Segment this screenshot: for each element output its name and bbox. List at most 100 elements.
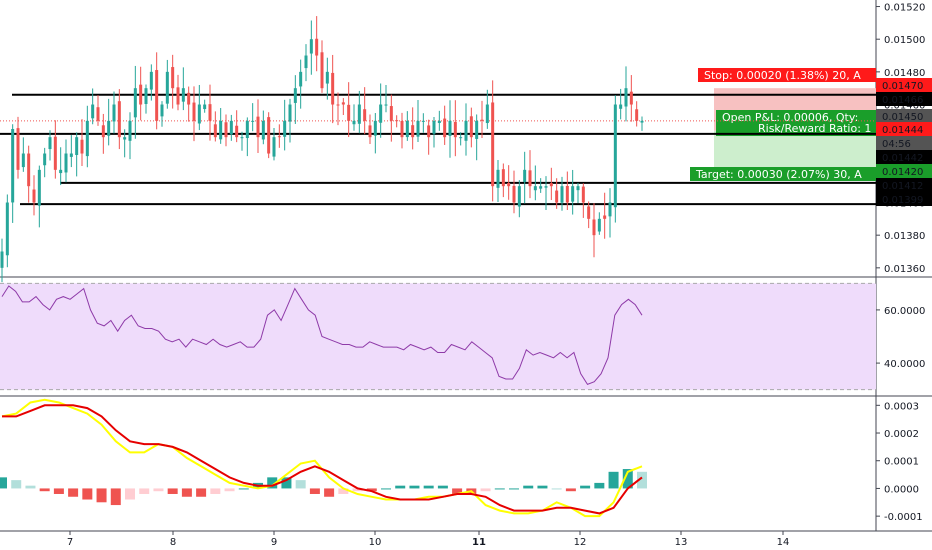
candle-body [256, 116, 260, 138]
candle-body [437, 120, 441, 124]
macd-histogram-bar [537, 485, 548, 489]
entry-price-badge: 0.01444 [882, 125, 923, 136]
candle-body [267, 117, 271, 154]
macd-histogram-bar [281, 477, 292, 489]
candle-body [219, 120, 223, 140]
macd-histogram-bar [39, 488, 50, 492]
candle-body [352, 120, 356, 125]
macd-histogram-bar [409, 485, 420, 489]
candle-body [336, 104, 340, 106]
macd-pane [0, 398, 647, 518]
candle-body [587, 206, 591, 219]
candle-body [379, 104, 383, 123]
candle-body [261, 120, 265, 140]
stop-label-box [698, 68, 876, 82]
level-badge: 0.01399 [882, 195, 923, 206]
candle-body [533, 186, 537, 191]
candlestick-series [0, 16, 644, 283]
candle-body [624, 88, 628, 107]
macd-histogram-bar [437, 485, 448, 489]
countdown-badge-box [876, 136, 932, 150]
candle-body [405, 120, 409, 138]
pl-label-box [716, 110, 876, 136]
candle-body [443, 118, 447, 138]
price-tick-label: 0.01500 [884, 35, 925, 46]
stop-label: Stop: 0.00020 (1.38%) 20, A [704, 69, 861, 82]
candle-body [96, 107, 100, 121]
candle-body [581, 186, 585, 203]
candle-body [203, 104, 207, 110]
axes-layer: 0.015200.015000.014800.014600.014400.014… [67, 3, 926, 548]
candle-body [11, 129, 15, 203]
macd-histogram-bar [565, 488, 576, 492]
time-tick-label: 10 [369, 537, 382, 548]
candle-body [453, 122, 457, 138]
candle-body [400, 121, 404, 138]
candle-body [480, 119, 484, 121]
macd-histogram-bar [594, 482, 605, 489]
candle-body [427, 125, 431, 138]
level-badge: 0.01466 [882, 95, 923, 106]
macd-histogram-bar [423, 485, 434, 489]
candle-body [309, 39, 313, 54]
macd-histogram-bar [622, 469, 633, 489]
candle-body [16, 128, 20, 170]
time-tick-label: 12 [574, 537, 587, 548]
macd-histogram-bar [96, 488, 107, 503]
macd-histogram-bar [139, 488, 150, 494]
rr-label: Risk/Reward Ratio: 1 [758, 122, 871, 135]
price-tick-label: 0.01380 [884, 231, 925, 242]
macd-histogram-bar [25, 485, 36, 489]
candle-body [357, 104, 361, 124]
price-tick-label: 0.01460 [884, 101, 925, 112]
current-price-badge: 0.01450 [882, 112, 923, 123]
time-tick-label: 11 [472, 537, 486, 548]
candle-body [149, 71, 153, 90]
candle-body [544, 186, 548, 188]
candle-body [389, 106, 393, 121]
macd-histogram-bar [196, 488, 207, 497]
candle-body [592, 219, 596, 236]
macd-histogram-bar [53, 488, 64, 494]
candle-body [603, 215, 607, 219]
signal-line [2, 404, 643, 515]
candle-body [597, 218, 601, 232]
candle-body [325, 71, 329, 84]
candle-body [619, 104, 623, 109]
macd-histogram-bar [68, 488, 79, 497]
candle-body [613, 104, 617, 208]
macd-histogram-bar [110, 488, 121, 506]
candle-body [432, 120, 436, 134]
candle-body [208, 104, 212, 121]
candle-body [59, 169, 63, 174]
rsi-pane [0, 282, 876, 391]
candle-body [187, 92, 191, 105]
candle-body [368, 125, 372, 138]
price-tick-label: 0.01520 [884, 3, 925, 14]
candle-body [64, 153, 68, 173]
candle-body [91, 104, 95, 119]
candle-body [304, 55, 308, 69]
candle-body [496, 169, 500, 188]
candle-body [229, 120, 233, 135]
candle-body [315, 38, 319, 56]
macd-histogram-bar [494, 488, 505, 490]
target-price-badge-box [876, 164, 932, 178]
candle-body [512, 185, 516, 203]
price-badges: 0.01470 0.01466 0.01450 0.01444 04:56 0.01442… [876, 78, 932, 206]
candle-body [331, 72, 335, 105]
countdown-badge: 04:56 [882, 139, 911, 150]
candle-body [523, 169, 527, 183]
candle-body [384, 104, 388, 106]
macd-histogram-bar [267, 477, 278, 489]
macd-histogram-bar [324, 488, 335, 497]
macd-histogram-bar [0, 477, 7, 489]
macd-histogram-bar [153, 488, 164, 492]
candle-body [85, 120, 89, 157]
candle-body [277, 136, 281, 138]
macd-histogram-bar [238, 488, 249, 490]
candle-body [320, 52, 324, 89]
position-tool[interactable]: Stop: 0.00020 (1.38%) 20, A Target: 0.000… [690, 68, 876, 181]
